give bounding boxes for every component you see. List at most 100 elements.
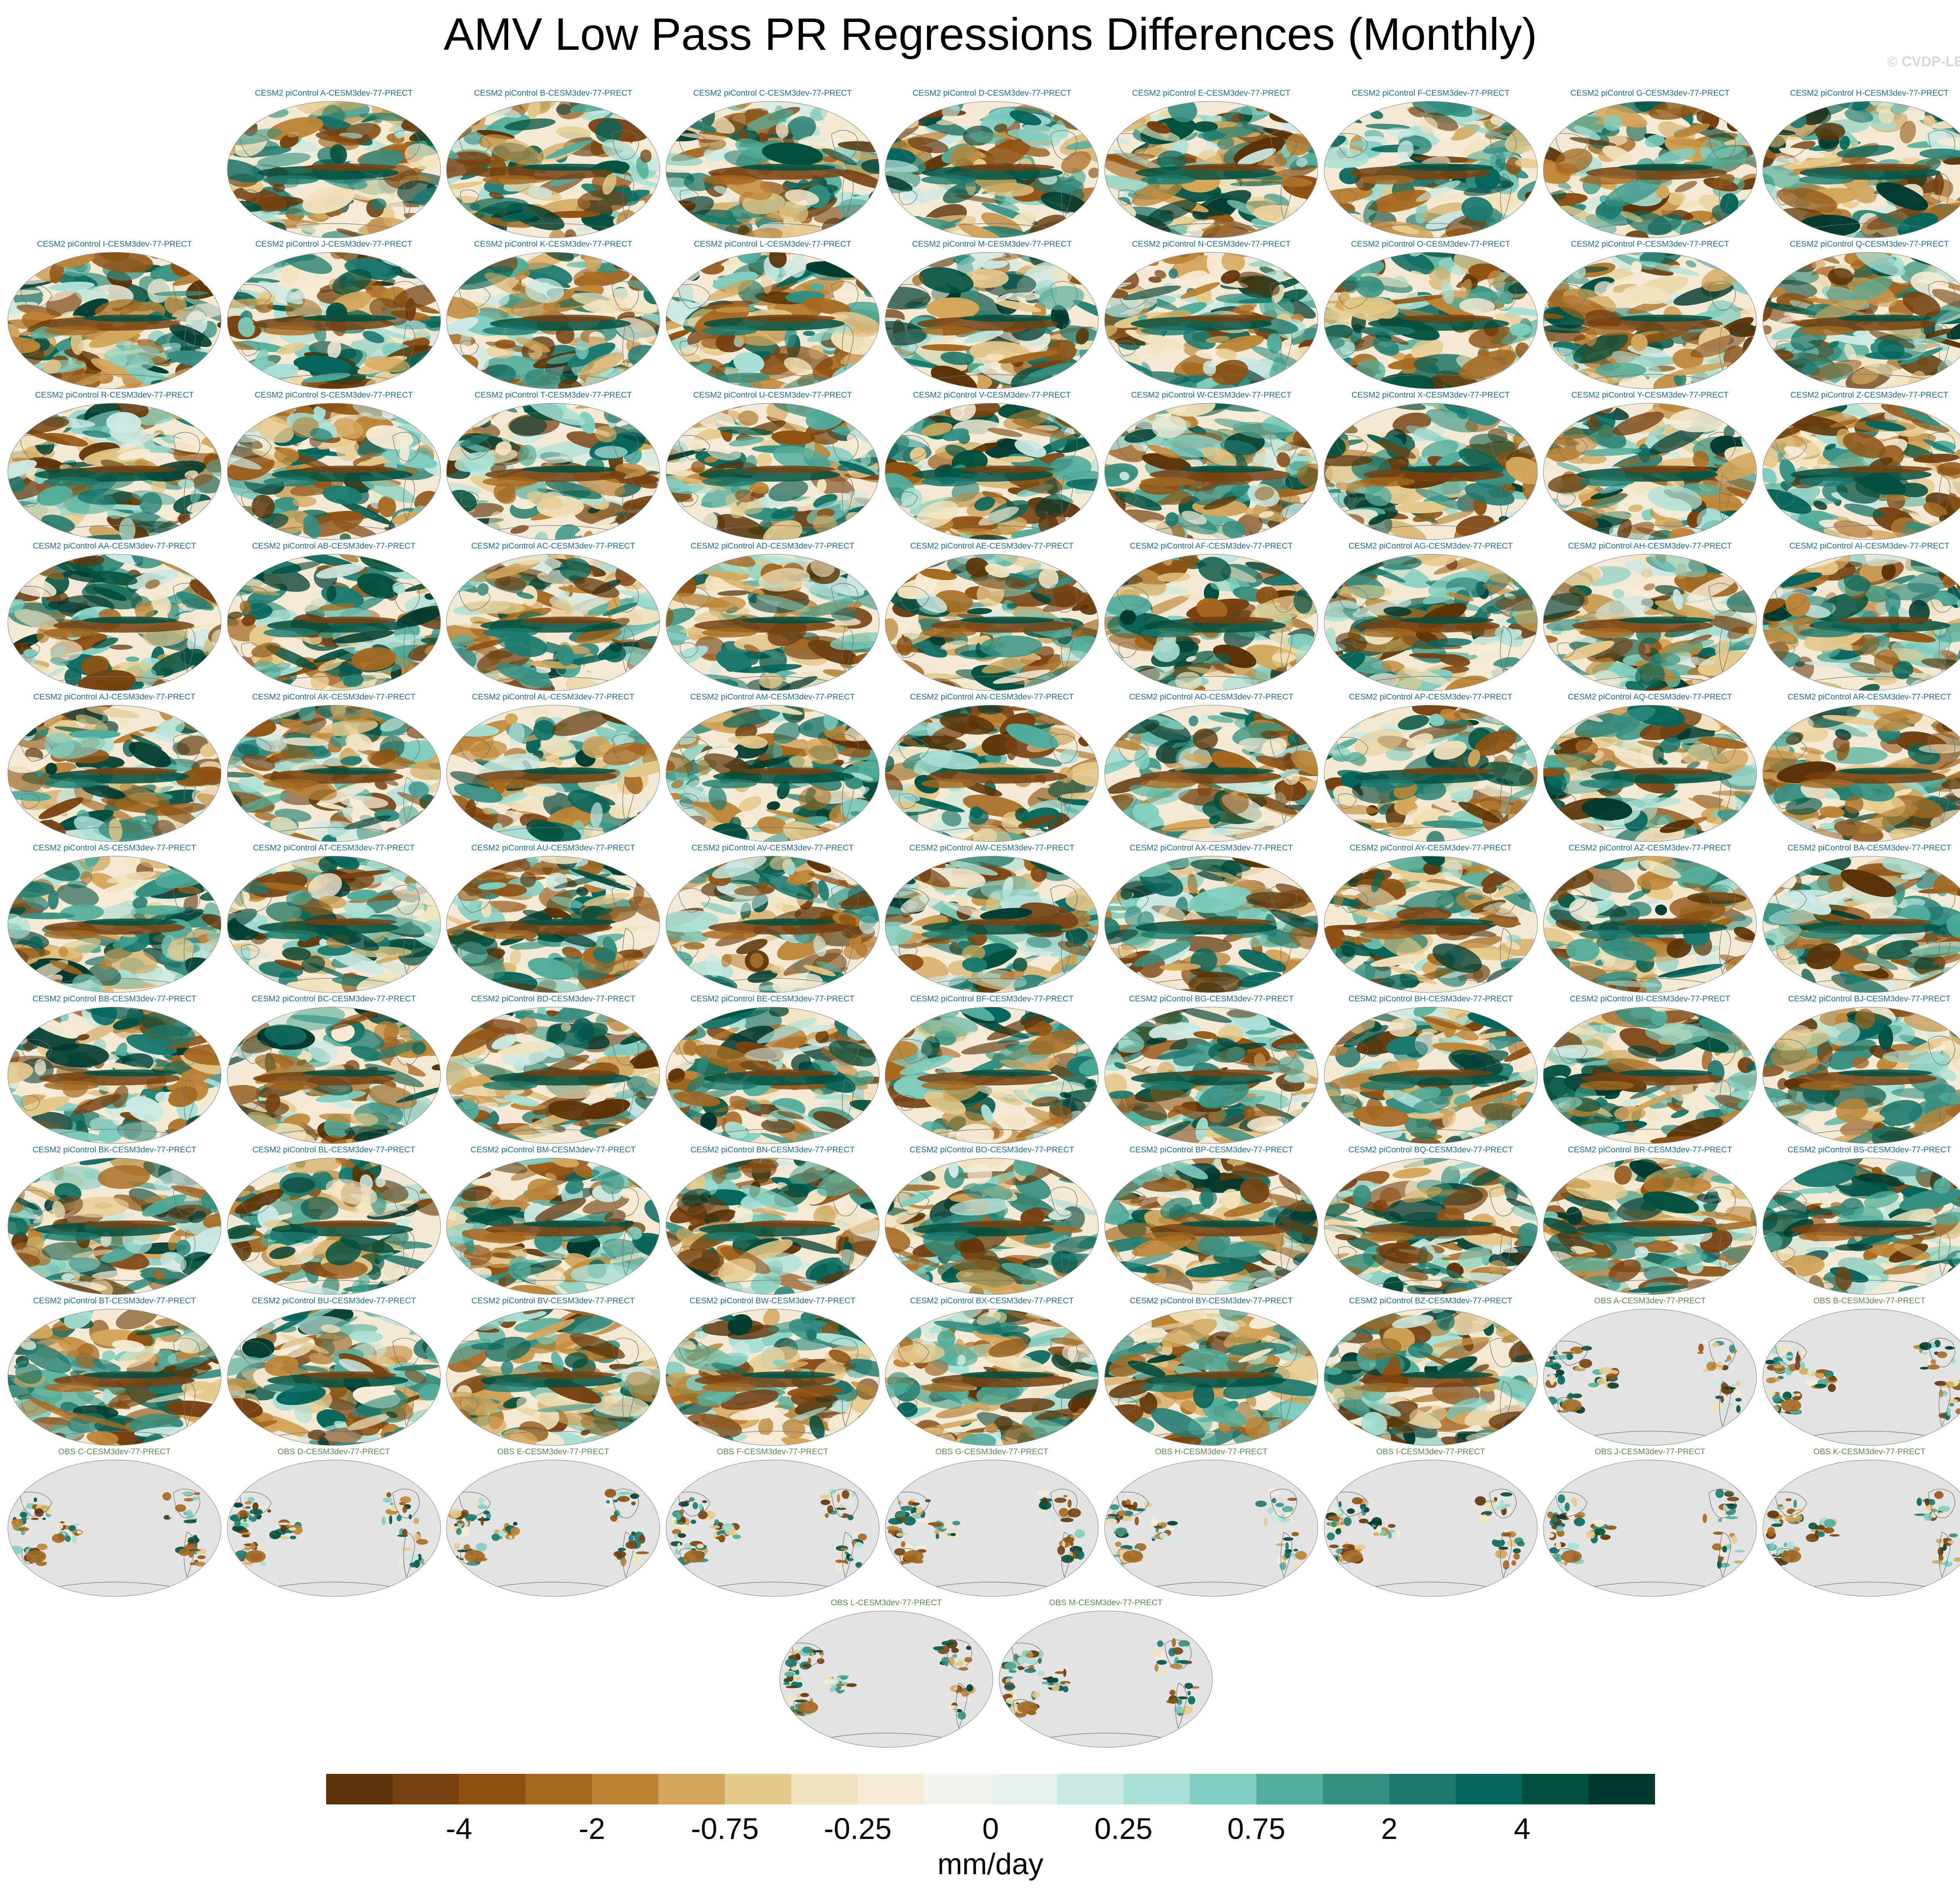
map-field [8,705,221,842]
map-plot [1323,705,1538,842]
map-field [885,1007,1099,1144]
obs-map-panel: OBS G-CESM3dev-77-PRECT [884,1447,1100,1598]
map-field [227,856,441,993]
colorbar-swatch [1190,1774,1257,1804]
map-field [1762,1158,1960,1295]
model-map-panel: CESM2 piControl BV-CESM3dev-77-PRECT [445,1296,661,1447]
map-field [1105,101,1318,238]
panel-title: CESM2 piControl AO-CESM3dev-77-PRECT [1129,692,1294,701]
map-field [446,705,660,842]
model-map-panel: CESM2 piControl G-CESM3dev-77-PRECT [1542,88,1758,239]
page-title: AMV Low Pass PR Regressions Differences … [443,9,1537,60]
model-map-panel: CESM2 piControl W-CESM3dev-77-PRECT [1103,390,1319,541]
model-map-panel: CESM2 piControl D-CESM3dev-77-PRECT [884,88,1100,239]
colorbar-swatch [858,1774,924,1804]
model-map-panel: CESM2 piControl O-CESM3dev-77-PRECT [1323,239,1539,390]
map-field [1543,1158,1757,1295]
panel-title: CESM2 piControl AX-CESM3dev-77-PRECT [1129,843,1293,852]
model-map-panel: CESM2 piControl U-CESM3dev-77-PRECT [664,390,881,541]
map-plot [446,1157,660,1295]
colorbar-units: mm/day [937,1848,1044,1881]
map-field [666,1158,879,1295]
map-plot [885,403,1099,540]
panel-title: CESM2 piControl P-CESM3dev-77-PRECT [1571,240,1730,249]
model-map-panel: CESM2 piControl AU-CESM3dev-77-PRECT [445,843,661,994]
model-map-panel: CESM2 piControl AB-CESM3dev-77-PRECT [226,541,442,692]
model-map-panel: CESM2 piControl AA-CESM3dev-77-PRECT [6,541,223,692]
map-plot [227,1007,441,1144]
colorbar-tick-label: 0.75 [1227,1812,1285,1846]
map-plot [1543,1007,1757,1144]
map-field [1324,554,1537,691]
panel-title: CESM2 piControl AK-CESM3dev-77-PRECT [252,692,416,701]
map-plot [666,1157,880,1295]
map-plot [1323,1007,1538,1144]
colorbar-swatch [1256,1774,1323,1804]
colorbar-tick-label: -4 [446,1812,472,1846]
model-map-panel: CESM2 piControl AM-CESM3dev-77-PRECT [664,692,881,843]
panel-title: CESM2 piControl BY-CESM3dev-77-PRECT [1130,1296,1293,1305]
colorbar-tick-label: 0.25 [1094,1812,1152,1846]
panel-title: CESM2 piControl AS-CESM3dev-77-PRECT [33,843,196,852]
colorbar-tick-label: -0.25 [824,1812,892,1846]
panel-title: CESM2 piControl BC-CESM3dev-77-PRECT [252,994,416,1003]
model-map-panel: CESM2 piControl H-CESM3dev-77-PRECT [1761,88,1960,239]
panel-title: CESM2 piControl AZ-CESM3dev-77-PRECT [1568,843,1731,852]
map-field [1762,554,1960,691]
colorbar-swatch [924,1774,991,1804]
map-field [227,403,441,540]
map-plot [7,1308,221,1446]
panel-title: CESM2 piControl AI-CESM3dev-77-PRECT [1789,541,1950,551]
colorbar-swatch [1522,1774,1589,1804]
map-field [8,856,221,993]
panel-title: CESM2 piControl C-CESM3dev-77-PRECT [693,89,852,98]
model-map-panel: CESM2 piControl J-CESM3dev-77-PRECT [226,239,442,390]
map-field [227,101,441,238]
map-plot [7,1007,221,1144]
obs-map-panel: OBS C-CESM3dev-77-PRECT [6,1447,223,1598]
colorbar-tick-label: 0 [982,1812,999,1846]
panel-title: CESM2 piControl BJ-CESM3dev-77-PRECT [1788,994,1951,1003]
panel-title: CESM2 piControl Z-CESM3dev-77-PRECT [1790,391,1949,400]
panel-title: CESM2 piControl H-CESM3dev-77-PRECT [1790,89,1949,98]
map-field [446,403,660,540]
colorbar-swatch [592,1774,659,1804]
map-plot [1104,554,1318,691]
map-field [1324,1309,1537,1446]
panel-title: CESM2 piControl BM-CESM3dev-77-PRECT [470,1145,636,1154]
panel-title: OBS B-CESM3dev-77-PRECT [1813,1296,1926,1305]
panel-title: CESM2 piControl AH-CESM3dev-77-PRECT [1568,541,1732,551]
obs-map-panel: OBS J-CESM3dev-77-PRECT [1542,1447,1758,1598]
map-plot [885,705,1099,842]
panel-title: OBS L-CESM3dev-77-PRECT [831,1598,942,1607]
panel-title: CESM2 piControl BS-CESM3dev-77-PRECT [1787,1145,1951,1154]
panel-title: CESM2 piControl BF-CESM3dev-77-PRECT [910,994,1074,1003]
map-field [227,1007,441,1144]
map-field [1324,252,1537,389]
map-field [446,856,660,993]
panel-title: CESM2 piControl BB-CESM3dev-77-PRECT [33,994,196,1003]
panel-title: OBS G-CESM3dev-77-PRECT [935,1447,1049,1456]
panel-title: CESM2 piControl AC-CESM3dev-77-PRECT [471,541,635,551]
map-plot [885,252,1099,389]
map-field [227,705,441,842]
panel-title: CESM2 piControl AW-CESM3dev-77-PRECT [909,843,1075,852]
map-plot [446,403,660,540]
map-plot [1323,101,1538,238]
panel-title: CESM2 piControl BT-CESM3dev-77-PRECT [33,1296,196,1305]
panel-title: CESM2 piControl BG-CESM3dev-77-PRECT [1129,994,1294,1003]
model-map-panel: CESM2 piControl AZ-CESM3dev-77-PRECT [1542,843,1758,994]
model-map-panel: CESM2 piControl F-CESM3dev-77-PRECT [1323,88,1539,239]
panel-title: CESM2 piControl L-CESM3dev-77-PRECT [694,240,851,249]
obs-map-panel: OBS I-CESM3dev-77-PRECT [1323,1447,1539,1598]
map-field [1324,1158,1537,1295]
map-field [1762,1007,1960,1144]
map-plot [227,1308,441,1446]
map-plot [1762,856,1960,993]
map-plot [1323,856,1538,993]
map-field [227,1460,441,1597]
model-map-panel: CESM2 piControl AK-CESM3dev-77-PRECT [226,692,442,843]
map-field [446,1007,660,1144]
panel-title: CESM2 piControl BH-CESM3dev-77-PRECT [1348,994,1513,1003]
map-field [885,252,1099,389]
